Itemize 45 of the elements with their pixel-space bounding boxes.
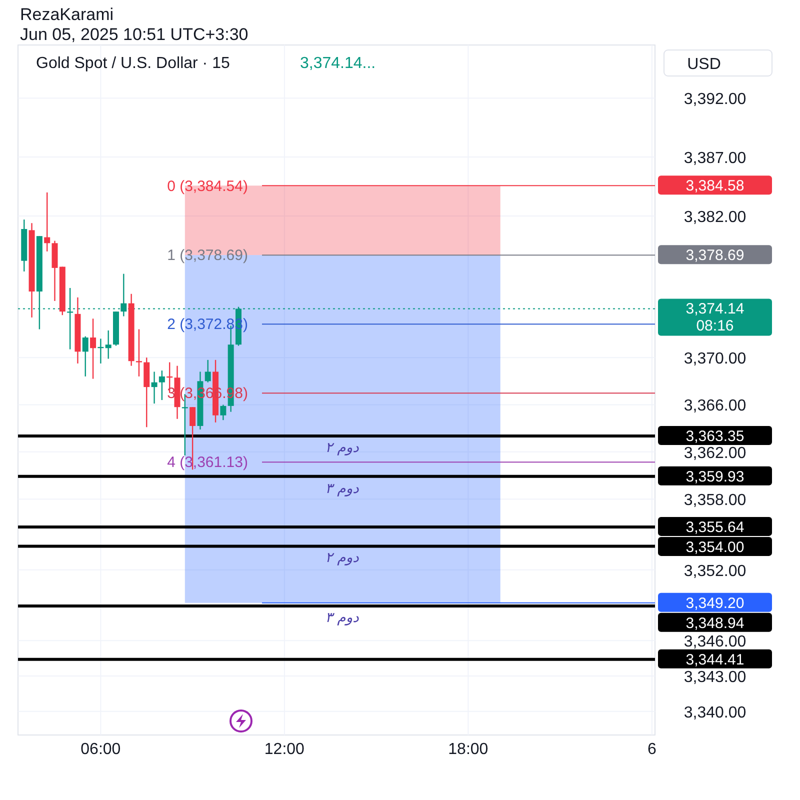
x-tick-label: 12:00 bbox=[264, 741, 305, 758]
candlestick bbox=[136, 328, 142, 378]
ref-line-label: 3,348.94 bbox=[686, 614, 744, 632]
ref-line-label: 3,363.35 bbox=[686, 428, 744, 445]
ref-line-label: 3,374.14 08:16 bbox=[686, 300, 744, 335]
annotation: 3,374.14... bbox=[300, 55, 376, 72]
candlestick bbox=[204, 359, 211, 383]
candlestick bbox=[158, 370, 165, 401]
annotation: 0 (3,384.54) bbox=[167, 178, 248, 196]
y-tick-label: 3,340.00 bbox=[684, 704, 746, 722]
ref-line-label: 3,349.20 bbox=[686, 594, 744, 612]
ref-line-label: 3,359.93 bbox=[686, 468, 744, 486]
candlestick bbox=[220, 404, 226, 421]
x-tick-label: 6 bbox=[647, 741, 656, 758]
y-tick-label: 3,346.00 bbox=[684, 634, 746, 651]
annotation: Gold Spot / U.S. Dollar · 15 bbox=[36, 55, 230, 72]
y-tick-label: 3,362.00 bbox=[684, 444, 746, 462]
candlestick bbox=[90, 318, 96, 380]
annotation: 1 (3,378.69) bbox=[167, 247, 248, 264]
candlestick bbox=[82, 336, 88, 378]
y-tick-label: 3,343.00 bbox=[684, 669, 746, 686]
annotation: دوم ۲ bbox=[325, 440, 360, 456]
annotation: دوم ۳ bbox=[325, 481, 360, 497]
chart-title: RezaKarami bbox=[20, 5, 114, 24]
candlestick bbox=[105, 330, 112, 360]
y-tick-label: 3,382.00 bbox=[684, 209, 746, 226]
x-tick-label: 06:00 bbox=[80, 741, 121, 758]
x-tick-label: 18:00 bbox=[448, 741, 488, 758]
y-tick-label: 3,392.00 bbox=[684, 91, 746, 108]
y-tick-label: 3,352.00 bbox=[684, 562, 746, 580]
ref-line-label: 3,354.00 bbox=[686, 538, 744, 556]
chart-subtitle: Jun 05, 2025 10:51 UTC+3:30 bbox=[20, 25, 248, 44]
ref-line-label: 3,355.64 bbox=[686, 518, 744, 536]
ref-line-label: 3,378.69 bbox=[686, 247, 744, 264]
ref-line-label: 3,384.58 bbox=[686, 178, 744, 195]
y-tick-label: 3,366.00 bbox=[684, 398, 746, 415]
ref-line-label: 3,344.41 bbox=[686, 651, 744, 668]
y-tick-label: 3,370.00 bbox=[684, 350, 746, 368]
candlestick bbox=[151, 371, 158, 404]
candlestick bbox=[44, 192, 50, 252]
annotation: دوم ۲ bbox=[325, 550, 360, 566]
y-axis-title: USD bbox=[687, 56, 721, 73]
y-tick-label: 3,358.00 bbox=[684, 492, 746, 510]
annotation: دوم ۳ bbox=[325, 610, 360, 626]
y-tick-label: 3,387.00 bbox=[684, 150, 746, 168]
